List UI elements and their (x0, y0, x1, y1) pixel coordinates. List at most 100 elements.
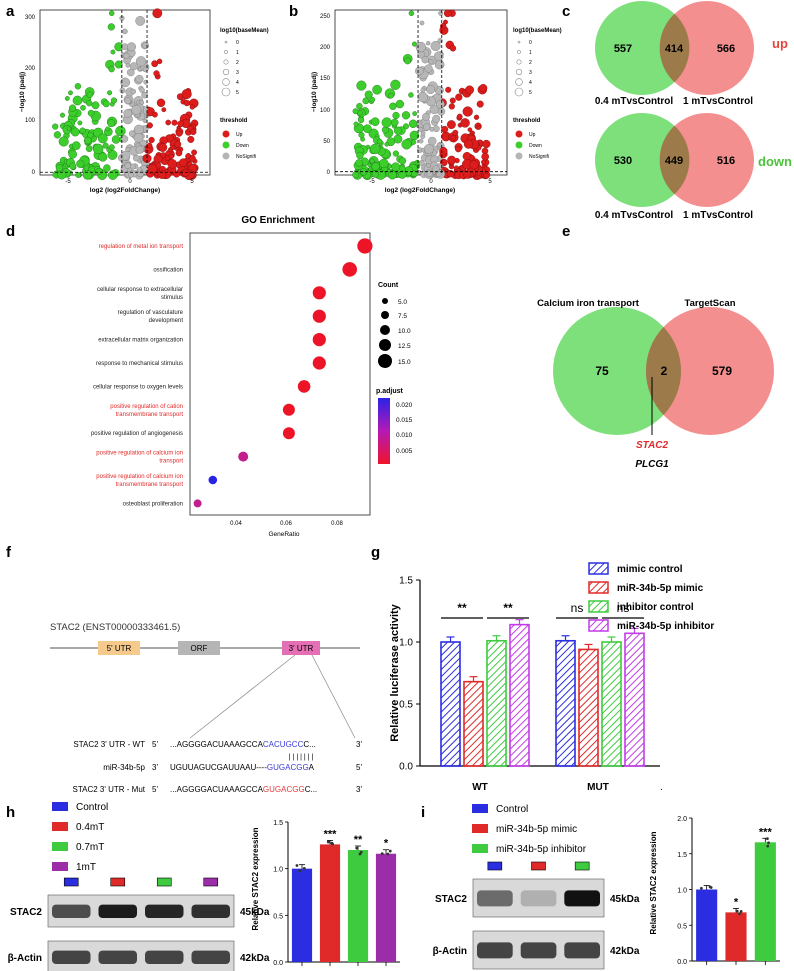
threshold-legend-title: threshold (220, 118, 248, 124)
volcano-point (465, 85, 474, 95)
volcano-point (95, 167, 103, 176)
volcano-point (417, 91, 428, 103)
g-y-label: Relative luciferase activity (389, 603, 401, 741)
volcano-point (356, 80, 367, 91)
size-legend-value: 1 (529, 50, 532, 56)
venn-up-overlap (659, 13, 690, 83)
bar-tick-label: 1.0 (677, 888, 687, 895)
go-term-label: transport (159, 459, 183, 465)
threshold-legend-label: Up (529, 132, 536, 138)
volcano-point (68, 149, 77, 159)
volcano-point (439, 147, 448, 156)
legend-label: 1mT (76, 862, 96, 873)
count-legend-1: 7.5 (398, 313, 407, 320)
volcano-point (398, 170, 407, 179)
go-dot (312, 356, 326, 370)
volcano-point (181, 168, 190, 177)
utr3-box (282, 641, 320, 655)
go-term-label: osteoblast proliferation (123, 501, 183, 507)
gene-stac2: STAC2 (636, 440, 668, 451)
volcano-point (418, 127, 424, 133)
volcano-point (87, 109, 95, 117)
panel-h: h Control 0.4mT 0.7mT 1mT STAC2 45kDa β-Actin… (6, 802, 400, 971)
x-label-a: log2 (log2FoldChange) (90, 187, 160, 194)
volcano-point (432, 165, 440, 173)
size-legend-value: 1 (236, 50, 239, 56)
volcano-point (356, 151, 364, 160)
y-tick-b-2: 100 (320, 108, 331, 114)
panel-label-i: i (421, 804, 425, 821)
volcano-point (452, 129, 459, 136)
volcano-point (404, 57, 411, 65)
blot-band (520, 890, 557, 907)
size-legend-value: 3 (529, 70, 532, 76)
volcano-point (153, 70, 160, 77)
panel-f: f STAC2 (ENST00000333461.5) 5' UTR ORF 3… (6, 544, 362, 794)
volcano-point (72, 141, 81, 150)
venn-down-only-a: 530 (614, 155, 632, 167)
seq-end-3: 5' (356, 763, 362, 772)
threshold-legend-dot (515, 130, 523, 138)
volcano-point (132, 154, 140, 162)
volcano-point (429, 126, 435, 132)
blot-band (191, 904, 230, 918)
volcano-point (169, 145, 175, 151)
bar-dot (295, 864, 299, 867)
go-term-label: regulation of metal ion transport (99, 244, 184, 250)
count-dot-4 (378, 354, 392, 368)
y-label-b: −log10 (padj) (311, 72, 318, 112)
y-tick-a-0: 0 (32, 170, 36, 176)
panel-e: e 75 2 579 Calcium iron transport Target… (537, 223, 774, 470)
legend-swatch (472, 804, 488, 813)
g-bars: ** ** ns ns (440, 601, 645, 767)
volcano-point (428, 59, 434, 65)
go-dot (282, 427, 295, 440)
volcano-point (91, 101, 100, 110)
pairing-marks: | | | | | | | (289, 754, 314, 761)
volcano-point (460, 118, 470, 128)
venn-e-circle-b (646, 307, 774, 435)
bar-sig: * (734, 896, 739, 908)
volcano-point (352, 171, 360, 179)
bar-dot (388, 849, 392, 853)
go-dot (312, 286, 326, 300)
volcano-point (137, 167, 143, 173)
size-legend-dot (221, 87, 231, 97)
bar (291, 868, 313, 962)
volcano-point (462, 151, 472, 161)
volcano-point (389, 102, 397, 111)
volcano-point (82, 170, 93, 180)
volcano-point (165, 119, 171, 126)
volcano-point (467, 127, 473, 132)
venn-down-set-a: 0.4 mTvsControl (595, 210, 674, 221)
bar-sig: ** (354, 834, 363, 846)
blot-band (145, 904, 184, 918)
panel-i: i Control miR-34b-5p mimic miR-34b-5p inhi… (421, 804, 780, 970)
seq-end-3: 3' (356, 740, 362, 749)
panel-d: d GO Enrichment regulation of metal ion … (6, 215, 413, 538)
volcano-point (401, 111, 411, 120)
legend-label: 0.4mT (76, 822, 104, 833)
volcano-point (125, 63, 131, 68)
sequence-rows: STAC2 3' UTR - WT 5' ...AGGGGACUAAAGCCACAC… (73, 740, 363, 794)
y-axis-b: 0 50 100 150 200 250 −log10 (padj) (311, 14, 331, 176)
y-tick-b-0: 0 (327, 170, 331, 176)
lane-marker (63, 877, 79, 887)
bar (375, 853, 397, 962)
bar-tick-label: 1.0 (273, 867, 283, 874)
lane-marker (156, 877, 172, 887)
blot-band (52, 904, 91, 918)
volcano-point (97, 133, 108, 144)
volcano-point (426, 41, 431, 46)
volcano-point (74, 83, 82, 90)
volcano-point (481, 152, 490, 161)
volcano-point (408, 119, 418, 129)
legend-label: miR-34b-5p inhibitor (496, 844, 587, 855)
lane-marker (531, 861, 546, 871)
blot-size-label: 45kDa (610, 894, 640, 905)
y-tick-a-2: 200 (25, 66, 36, 72)
volcano-point (390, 118, 399, 127)
bar-dot (709, 886, 713, 889)
go-dot (357, 238, 373, 254)
seq-end-5: 5' (152, 740, 158, 749)
